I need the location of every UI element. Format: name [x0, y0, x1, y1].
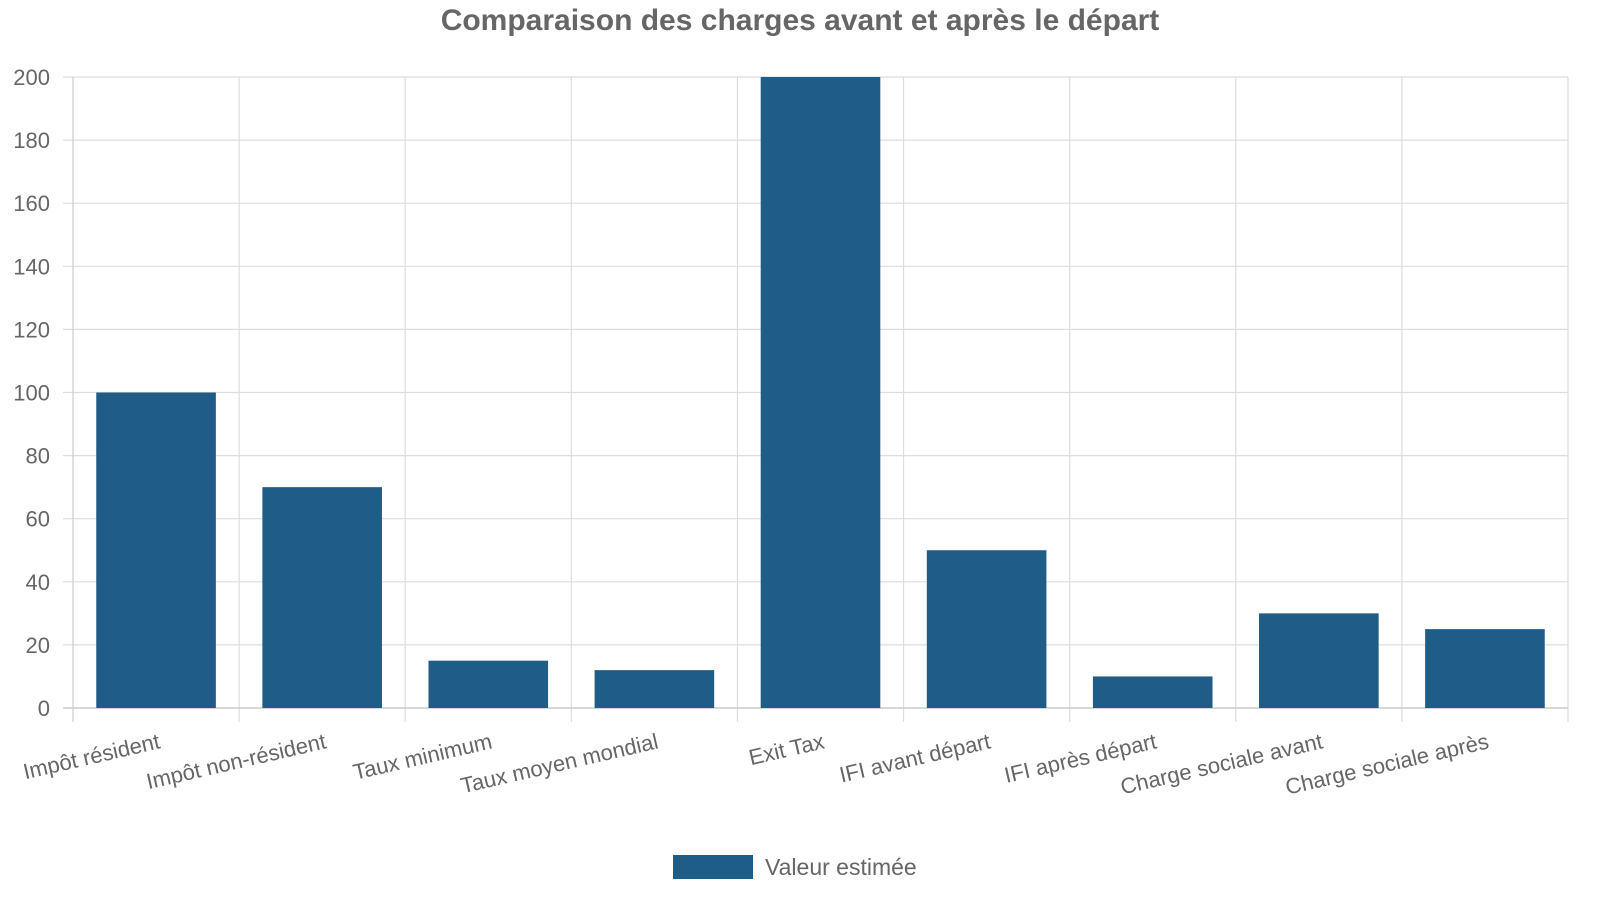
y-tick-label: 160 [13, 191, 50, 216]
bar[interactable] [262, 487, 382, 708]
y-tick-label: 0 [38, 696, 50, 721]
bar[interactable] [926, 550, 1047, 708]
chart-title: Comparaison des charges avant et après l… [441, 4, 1160, 37]
y-tick-label: 200 [13, 65, 50, 90]
bar[interactable] [428, 660, 549, 708]
bar[interactable] [1092, 676, 1213, 708]
bar[interactable] [1425, 629, 1545, 708]
y-tick-label: 180 [13, 128, 50, 153]
y-tick-label: 120 [13, 317, 50, 342]
y-tick-label: 40 [26, 570, 50, 595]
x-tick-label: Exit Tax [746, 729, 826, 771]
legend[interactable]: Valeur estimée [673, 854, 917, 880]
bar[interactable] [760, 77, 881, 708]
y-tick-label: 100 [13, 381, 50, 406]
y-tick-label: 80 [26, 444, 50, 469]
bar[interactable] [1259, 613, 1379, 708]
bar[interactable] [96, 392, 216, 709]
y-tick-label: 140 [13, 254, 50, 279]
legend-swatch[interactable] [673, 855, 753, 879]
legend-label[interactable]: Valeur estimée [765, 854, 917, 880]
x-tick-label: Impôt non-résident [144, 729, 328, 795]
y-tick-label: 60 [26, 507, 50, 532]
x-tick-label: Impôt résident [21, 729, 162, 785]
x-tick-label: IFI avant départ [837, 729, 993, 788]
y-tick-labels: 0 20 40 60 80 100 120 140 160 180 200 [13, 65, 50, 721]
bar[interactable] [594, 670, 715, 708]
bars [96, 77, 1545, 709]
y-tick-label: 20 [26, 633, 50, 658]
